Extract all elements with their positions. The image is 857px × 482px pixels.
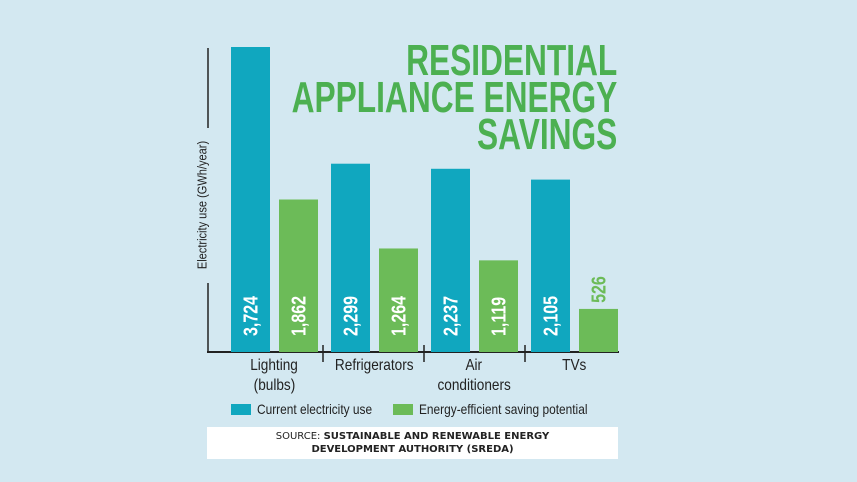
bar-current [231,47,270,352]
title-line: SAVINGS [476,110,617,159]
data-label: 1,862 [288,296,310,336]
category-label: Refrigerators [334,357,414,374]
source-note: SOURCE: SUSTAINABLE AND RENEWABLE ENERGY… [207,427,618,459]
data-label: 526 [588,276,610,303]
bar-current [431,168,470,352]
bar-saving [579,308,618,352]
legend-swatch-saving [393,403,413,415]
chart-title: RESIDENTIAL APPLIANCE ENERGY SAVINGS [291,36,617,159]
y-axis-label: Electricity use (GWh/year) [194,140,210,270]
data-label: 2,299 [340,296,362,336]
data-label: 2,237 [440,296,462,336]
data-label: 1,119 [488,297,510,336]
category-label: Lighting (bulbs) [250,357,298,394]
title-line: APPLIANCE ENERGY [291,73,617,122]
bar-saving [279,199,318,352]
bar-current [531,179,570,352]
legend-item-saving: Energy-efficient saving potential [393,401,617,417]
category-label: Air conditioners [437,357,511,394]
data-label: 2,105 [540,296,562,336]
bar-current [331,163,370,352]
title-line: RESIDENTIAL [405,36,617,85]
legend-item-current: Current electricity use [231,401,392,417]
data-label: 3,724 [240,296,262,336]
bar-saving [379,248,418,352]
legend-swatch-current [231,403,251,415]
bar-saving [479,260,518,352]
category-label: TVs [561,357,587,374]
data-label: 1,264 [388,296,410,336]
